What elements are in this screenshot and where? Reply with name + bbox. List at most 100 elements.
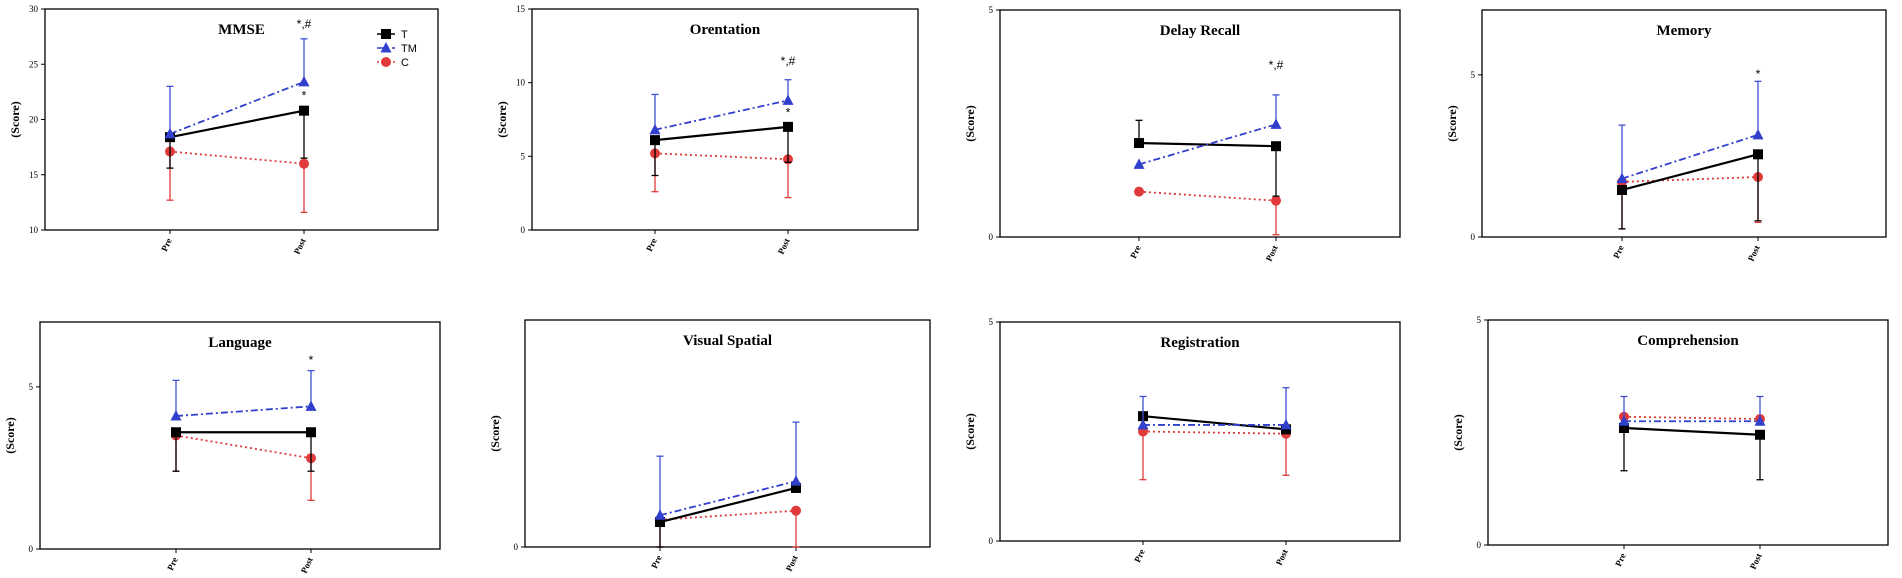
data-point-TM — [170, 410, 182, 421]
series-line-T — [169, 109, 305, 139]
data-point-C — [1271, 195, 1281, 206]
panel-title: Registration — [1160, 335, 1240, 351]
x-tick-label: Post — [776, 237, 792, 256]
data-point-TM — [782, 94, 794, 105]
series-line-C — [654, 152, 789, 161]
data-point-TM — [654, 509, 666, 520]
plot-frame — [1487, 319, 1889, 546]
panel-delay-recall: 0 5 Pre Post (Score) Delay Recall *,# — [963, 5, 1401, 263]
significance-annotation: * — [309, 353, 314, 367]
panel-title: Comprehension — [1637, 333, 1739, 349]
panel-comprehension: 0 5 Pre Post (Score) Comprehension — [1451, 315, 1889, 571]
y-axis-label: (Score) — [1451, 414, 1465, 450]
x-tick-label: Pre — [1132, 548, 1147, 564]
data-point-TM — [1280, 418, 1292, 430]
series-line-TM — [1138, 123, 1277, 166]
significance-annotation: *,# — [1269, 58, 1284, 72]
y-tick-label: 0 — [29, 544, 34, 554]
data-point-TM — [305, 400, 317, 411]
significance-annotation: *,# — [781, 54, 796, 68]
data-point-TM — [1754, 415, 1766, 426]
series-line-T — [1623, 426, 1761, 436]
y-tick-label: 5 — [989, 317, 994, 327]
y-tick-label: 10 — [29, 225, 39, 235]
y-tick-label: 5 — [521, 151, 526, 161]
significance-annotation: * — [786, 106, 791, 120]
data-point-T — [655, 517, 665, 528]
plot-frame — [999, 9, 1401, 238]
data-point-T — [783, 121, 793, 132]
series-line-C — [1142, 430, 1287, 435]
legend-marker-TM — [380, 42, 392, 53]
panel-title: Memory — [1657, 23, 1712, 39]
data-point-T — [791, 482, 801, 493]
y-tick-label: 5 — [29, 382, 34, 392]
panel-registration: 0 5 Pre Post (Score) Registration — [963, 317, 1401, 567]
data-point-T — [1753, 149, 1763, 160]
data-point-T — [1617, 184, 1627, 195]
x-tick-label: Pre — [644, 237, 659, 253]
y-tick-label: 5 — [1477, 315, 1482, 325]
y-tick-label: 5 — [989, 5, 994, 15]
series-line-C — [169, 150, 305, 165]
data-point-TM — [1137, 418, 1149, 430]
x-tick-label: Post — [1748, 552, 1764, 571]
y-tick-label: 0 — [989, 536, 994, 546]
data-point-C — [791, 505, 801, 516]
x-tick-label: Pre — [159, 237, 174, 253]
data-point-TM — [649, 123, 661, 135]
series-line-T — [654, 125, 789, 142]
data-point-T — [1271, 141, 1281, 152]
plot-frame — [1481, 9, 1887, 238]
series-line-T — [659, 486, 797, 524]
panel-memory: 0 5 Pre Post (Score) Memory * — [1445, 9, 1887, 263]
plot-frame — [44, 8, 439, 231]
series-line-C — [175, 434, 312, 460]
series-line-C — [1623, 415, 1761, 420]
plot-frame — [39, 321, 441, 550]
panel-title: MMSE — [218, 22, 265, 38]
data-point-TM — [1752, 128, 1764, 140]
data-point-T — [1755, 429, 1765, 440]
significance-annotation: *,# — [297, 17, 312, 31]
x-tick-label: Pre — [1611, 244, 1626, 260]
y-axis-label: (Score) — [8, 101, 22, 137]
x-tick-label: Post — [299, 556, 315, 575]
data-point-TM — [1133, 158, 1145, 169]
y-tick-label: 30 — [29, 4, 39, 14]
y-tick-label: 0 — [521, 225, 526, 235]
legend-marker-T — [381, 29, 391, 39]
legend-label-TM: TM — [401, 43, 417, 55]
y-axis-label: (Score) — [963, 413, 977, 449]
data-point-T — [650, 135, 660, 146]
y-tick-label: 0 — [1471, 232, 1476, 242]
legend-marker-C — [381, 57, 391, 67]
x-tick-label: Pre — [1613, 552, 1628, 568]
y-tick-label: 5 — [1471, 70, 1476, 80]
data-point-T — [1134, 138, 1144, 149]
y-axis-label: (Score) — [488, 415, 502, 451]
x-tick-label: Pre — [165, 556, 180, 572]
data-point-C — [1134, 186, 1144, 197]
data-point-C — [299, 158, 309, 169]
panel-title: Delay Recall — [1160, 23, 1240, 39]
panel-visual-spatial: 0 Pre Post (Score) Visual Spatial — [488, 319, 931, 573]
x-tick-label: Pre — [649, 554, 664, 570]
data-point-T — [306, 427, 316, 438]
series-line-C — [1621, 176, 1759, 183]
y-tick-label: 15 — [29, 170, 39, 180]
y-tick-label: 10 — [516, 78, 526, 88]
x-tick-label: Post — [1264, 244, 1280, 263]
series-line-C — [1138, 190, 1277, 202]
y-tick-label: 0 — [514, 542, 519, 552]
data-point-T — [1619, 423, 1629, 433]
y-tick-label: 0 — [1477, 540, 1482, 550]
series-line-TM — [1621, 133, 1759, 180]
data-point-T — [299, 105, 309, 116]
legend: T TM C — [377, 29, 417, 69]
series-line-T — [1621, 153, 1759, 192]
data-point-T — [171, 427, 181, 438]
data-point-TM — [1618, 415, 1630, 426]
series-line-TM — [175, 405, 312, 417]
